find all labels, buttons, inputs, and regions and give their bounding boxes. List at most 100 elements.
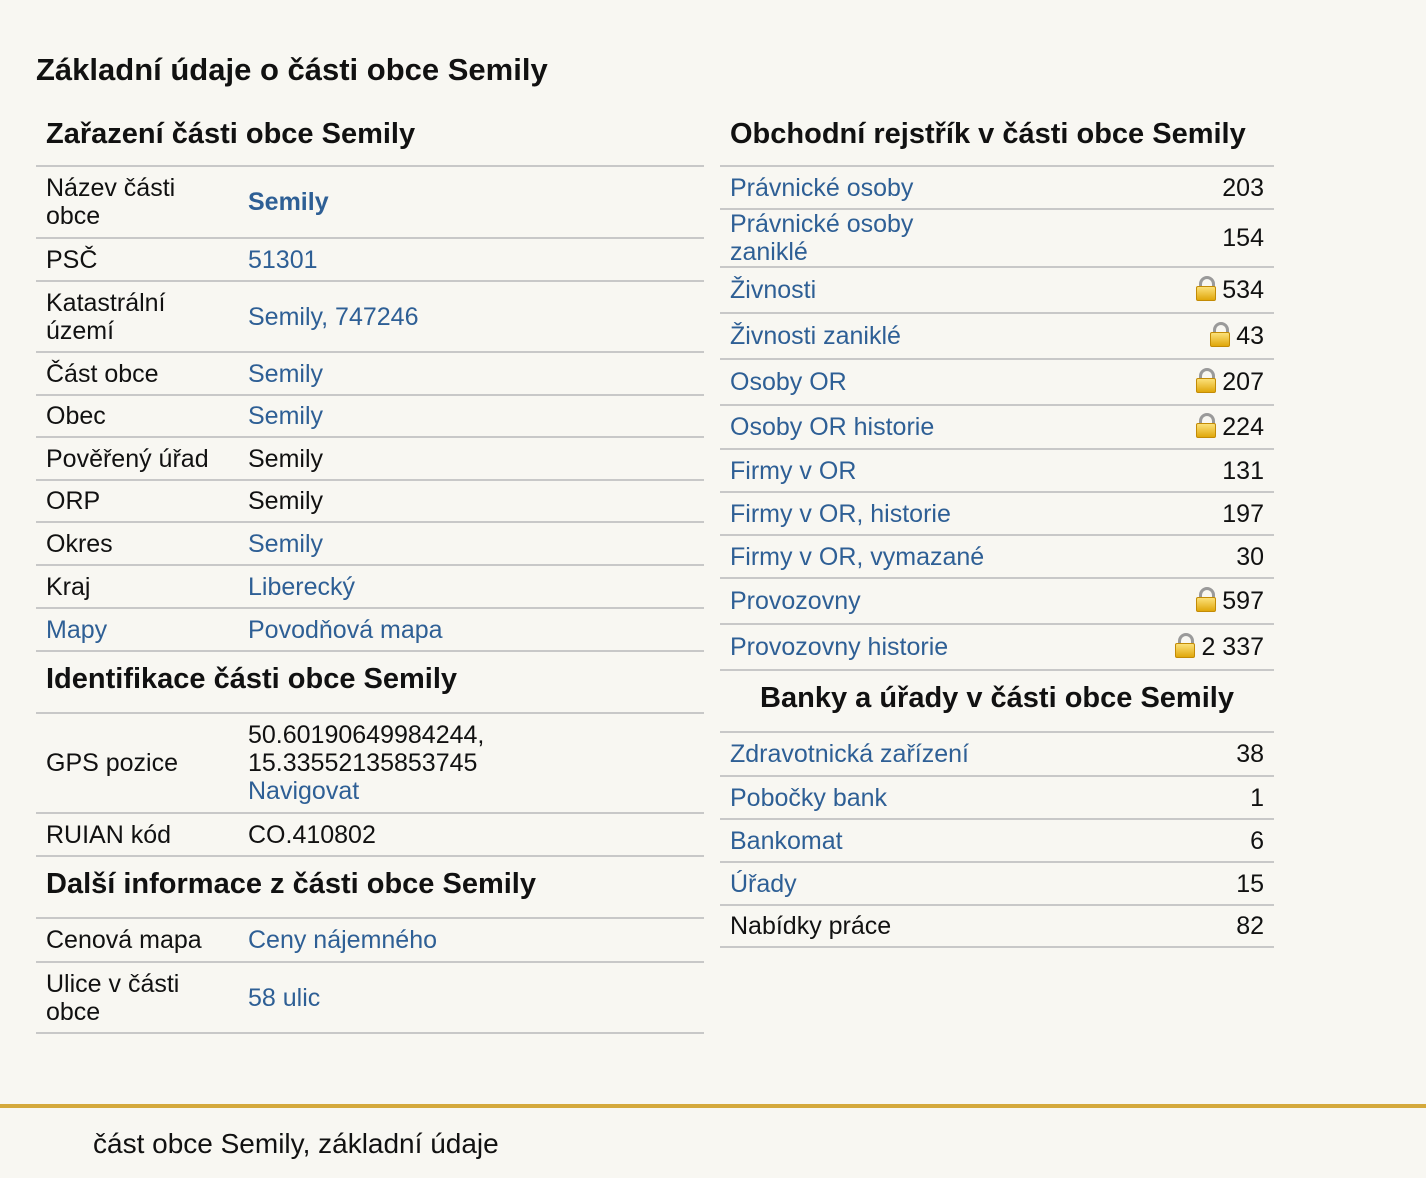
provozovny-historie-link[interactable]: Provozovny historie [720, 624, 997, 671]
row-count: 203 [997, 167, 1274, 210]
right-column: Obchodní rejstřík v části obce Semily Pr… [720, 104, 1274, 948]
row-key: Okres [36, 522, 238, 566]
row-count: 224 [997, 405, 1274, 450]
psc-link[interactable]: 51301 [238, 238, 704, 282]
zdravotnicka-zarizeni-link[interactable]: Zdravotnická zařízení [720, 733, 997, 777]
table-row: Mapy Povodňová mapa [36, 608, 704, 652]
gps-lat: 50.60190649984244, [248, 721, 485, 749]
table-row: Bankomat 6 [720, 819, 1274, 863]
obec-link[interactable]: Semily [238, 395, 704, 438]
povodnova-mapa-link[interactable]: Povodňová mapa [238, 608, 704, 652]
table-row: Část obce Semily [36, 352, 704, 396]
lock-icon[interactable] [1210, 322, 1231, 347]
osoby-or-link[interactable]: Osoby OR [720, 359, 997, 406]
table-row: Provozovny 597 [720, 578, 1274, 625]
table-row: Cenová mapa Ceny nájemného [36, 919, 704, 963]
table-row: GPS pozice 50.60190649984244, 15.3355213… [36, 714, 704, 814]
zarazeni-table: Název části obce Semily PSČ 51301 Katast… [36, 167, 704, 652]
table-row: RUIAN kód CO.410802 [36, 813, 704, 857]
row-key: Obec [36, 395, 238, 438]
gps-lon: 15.33552135853745 [248, 749, 478, 777]
lock-icon[interactable] [1175, 633, 1196, 658]
table-row: Živnosti zaniklé 43 [720, 313, 1274, 360]
firmy-v-or-vymazane-link[interactable]: Firmy v OR, vymazané [720, 535, 997, 579]
table-row: Katastrální území Semily, 747246 [36, 281, 704, 353]
firmy-v-or-link[interactable]: Firmy v OR [720, 449, 997, 493]
row-key: GPS pozice [36, 714, 238, 814]
cast-obce-link[interactable]: Semily [238, 352, 704, 396]
row-key: Katastrální území [36, 281, 238, 353]
table-row: Pověřený úřad Semily [36, 437, 704, 481]
row-count: 597 [997, 578, 1274, 625]
table-row: Název části obce Semily [36, 167, 704, 239]
row-count: 15 [997, 862, 1274, 906]
dalsi-table: Cenová mapa Ceny nájemného Ulice v části… [36, 919, 704, 1034]
ceny-najemneho-link[interactable]: Ceny nájemného [238, 919, 704, 963]
table-row: Ulice v části obce 58 ulic [36, 962, 704, 1034]
provozovny-link[interactable]: Provozovny [720, 578, 997, 625]
nazev-link[interactable]: Semily [238, 167, 704, 239]
row-key: RUIAN kód [36, 813, 238, 857]
table-row: Firmy v OR, vymazané 30 [720, 535, 1274, 579]
zivnosti-link[interactable]: Živnosti [720, 267, 997, 314]
table-row: Firmy v OR 131 [720, 449, 1274, 493]
table-row: Živnosti 534 [720, 267, 1274, 314]
urady-link[interactable]: Úřady [720, 862, 997, 906]
section-title-identifikace: Identifikace části obce Semily [36, 652, 704, 714]
table-row: Okres Semily [36, 522, 704, 566]
osoby-or-historie-link[interactable]: Osoby OR historie [720, 405, 997, 450]
row-count: 534 [997, 267, 1274, 314]
section-title-dalsi: Další informace z části obce Semily [36, 857, 704, 919]
firmy-v-or-historie-link[interactable]: Firmy v OR, historie [720, 492, 997, 536]
table-row: Osoby OR historie 224 [720, 405, 1274, 450]
row-key: Pověřený úřad [36, 437, 238, 481]
row-count: 6 [997, 819, 1274, 863]
pravnicke-osoby-zanikle-link[interactable]: Právnické osoby zaniklé [720, 209, 997, 268]
lock-icon[interactable] [1196, 413, 1217, 438]
table-row: ORP Semily [36, 480, 704, 523]
table-row: Provozovny historie 2 337 [720, 624, 1274, 671]
mapy-link[interactable]: Mapy [36, 608, 238, 652]
table-row: Pobočky bank 1 [720, 776, 1274, 820]
row-key: Část obce [36, 352, 238, 396]
row-count: 1 [997, 776, 1274, 820]
row-value: Semily [238, 480, 704, 523]
row-count: 131 [997, 449, 1274, 493]
table-row: Osoby OR 207 [720, 359, 1274, 406]
table-row: Firmy v OR, historie 197 [720, 492, 1274, 536]
katastralni-uzemi-link[interactable]: Semily, 747246 [238, 281, 704, 353]
lock-icon[interactable] [1196, 587, 1217, 612]
table-row: Kraj Liberecký [36, 565, 704, 609]
lock-icon[interactable] [1196, 276, 1217, 301]
navigovat-link[interactable]: Navigovat [248, 777, 360, 805]
banky-table: Zdravotnická zařízení 38 Pobočky bank 1 … [720, 733, 1274, 948]
bankomat-link[interactable]: Bankomat [720, 819, 997, 863]
kraj-link[interactable]: Liberecký [238, 565, 704, 609]
row-count: 43 [997, 313, 1274, 360]
identifikace-table: GPS pozice 50.60190649984244, 15.3355213… [36, 714, 704, 857]
gps-value: 50.60190649984244, 15.33552135853745 Nav… [238, 714, 704, 814]
zivnosti-zanikle-link[interactable]: Živnosti zaniklé [720, 313, 997, 360]
ulice-link[interactable]: 58 ulic [238, 962, 704, 1034]
row-count: 30 [997, 535, 1274, 579]
pravnicke-osoby-link[interactable]: Právnické osoby [720, 167, 997, 210]
row-count: 154 [997, 209, 1274, 268]
row-label: Nabídky práce [720, 905, 997, 948]
row-count: 197 [997, 492, 1274, 536]
section-title-rejstrik: Obchodní rejstřík v části obce Semily [720, 104, 1274, 167]
table-row: PSČ 51301 [36, 238, 704, 282]
rejstrik-table: Právnické osoby 203 Právnické osoby zani… [720, 167, 1274, 671]
row-count: 2 337 [997, 624, 1274, 671]
lock-icon[interactable] [1196, 368, 1217, 393]
table-row: Zdravotnická zařízení 38 [720, 733, 1274, 777]
row-count: 38 [997, 733, 1274, 777]
row-key: Kraj [36, 565, 238, 609]
row-key: Ulice v části obce [36, 962, 238, 1034]
pobocky-bank-link[interactable]: Pobočky bank [720, 776, 997, 820]
table-row: Právnické osoby zaniklé 154 [720, 209, 1274, 268]
left-column: Zařazení části obce Semily Název části o… [36, 104, 704, 1034]
section-title-banky: Banky a úřady v části obce Semily [720, 671, 1274, 733]
row-key: ORP [36, 480, 238, 523]
okres-link[interactable]: Semily [238, 522, 704, 566]
row-key: PSČ [36, 238, 238, 282]
